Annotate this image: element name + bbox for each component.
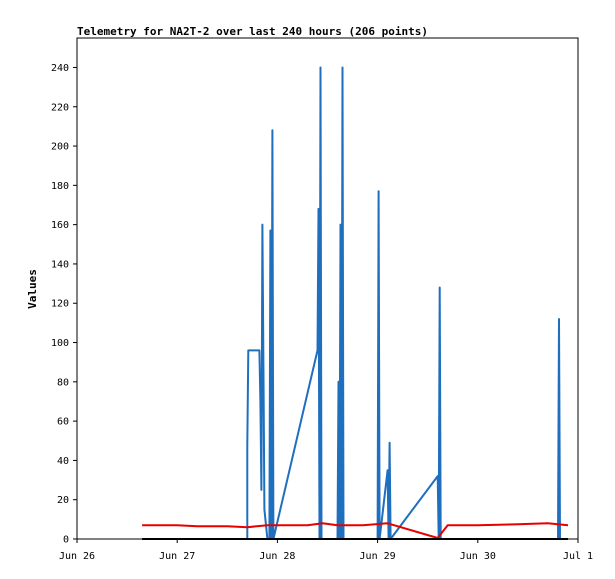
x-tick-label: Jun 26 (59, 551, 95, 562)
y-tick-label: 140 (51, 259, 69, 270)
y-tick-label: 200 (51, 142, 69, 153)
y-axis: 0 20 40 60 80 100 120 140 160 180 200 220 240 (51, 63, 77, 546)
y-tick-label: 160 (51, 220, 69, 231)
y-tick-label: 20 (57, 495, 69, 506)
series-line-2 (142, 522, 569, 539)
x-tick-label: Jul 1 (563, 551, 593, 562)
x-tick-label: Jun 27 (159, 551, 195, 562)
x-tick-label: Jun 30 (460, 551, 496, 562)
y-tick-label: 80 (57, 377, 69, 388)
y-tick-label: 100 (51, 338, 69, 349)
y-tick-label: 220 (51, 102, 69, 113)
y-tick-label: 40 (57, 456, 69, 467)
y-tick-label: 180 (51, 181, 69, 192)
x-tick-label: Jun 29 (360, 551, 396, 562)
y-axis-label: Values (26, 269, 39, 309)
series-layer (142, 66, 569, 540)
plot-area (76, 37, 579, 540)
y-tick-label: 240 (51, 63, 69, 74)
chart-title: Telemetry for NA2T-2 over last 240 hours… (77, 25, 428, 38)
y-tick-label: 0 (63, 535, 69, 546)
y-tick-label: 120 (51, 299, 69, 310)
x-axis: Jun 26 Jun 27 Jun 28 Jun 29 Jun 30 Jul 1 (59, 539, 593, 562)
x-tick-label: Jun 28 (259, 551, 295, 562)
y-tick-label: 60 (57, 417, 69, 428)
